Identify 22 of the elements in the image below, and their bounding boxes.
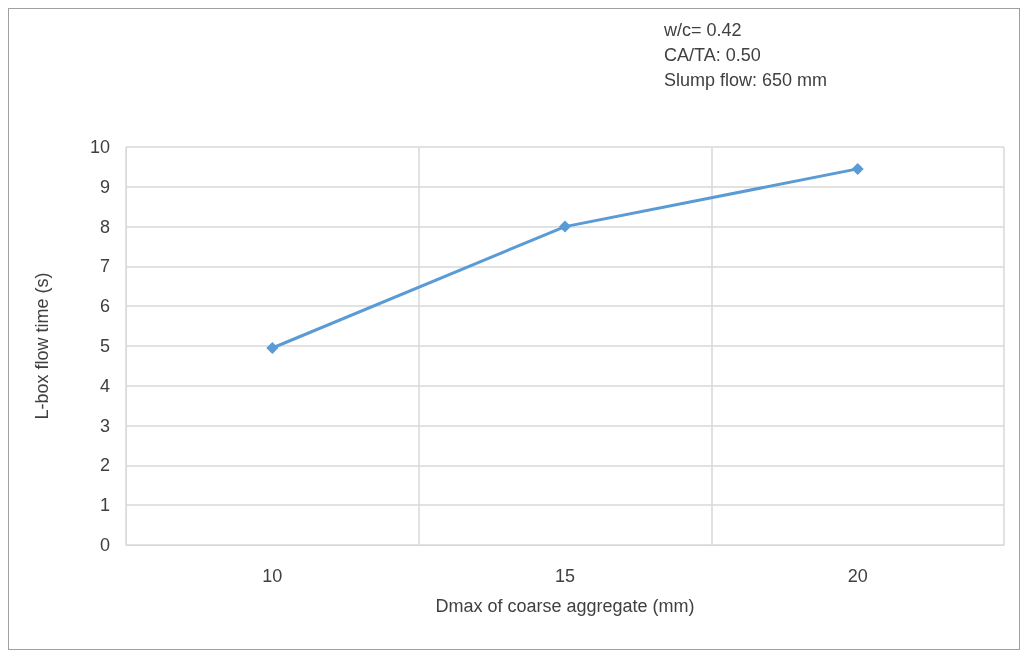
y-tick-label: 9 bbox=[99, 176, 110, 197]
text: CA/TA: 0.50 bbox=[664, 45, 761, 65]
point bbox=[559, 220, 571, 233]
y-tick-label: 3 bbox=[99, 415, 110, 436]
x-tick-label: 10 bbox=[262, 566, 283, 586]
y-tick-label: 1 bbox=[99, 495, 110, 516]
point bbox=[266, 341, 279, 354]
x-axis-title: Dmax of coarse aggregate (mm) bbox=[435, 596, 695, 616]
y-tick-label: 10 bbox=[89, 137, 110, 157]
y-tick-label: 6 bbox=[99, 296, 110, 317]
x-tick-label: 20 bbox=[847, 566, 868, 586]
point bbox=[851, 162, 864, 175]
y-tick-label: 4 bbox=[99, 375, 110, 396]
text: w/c= 0.42 bbox=[663, 20, 742, 40]
y-tick-label: 8 bbox=[99, 216, 110, 237]
y-tick-label: 7 bbox=[99, 256, 110, 277]
y-tick-label: 0 bbox=[99, 535, 110, 555]
y-axis-title: L-box flow time (s) bbox=[32, 272, 52, 420]
y-tick-label: 2 bbox=[99, 455, 110, 476]
text: Slump flow: 650 mm bbox=[664, 70, 828, 90]
y-tick-label: 5 bbox=[99, 336, 110, 356]
x-tick-label: 15 bbox=[554, 566, 576, 586]
